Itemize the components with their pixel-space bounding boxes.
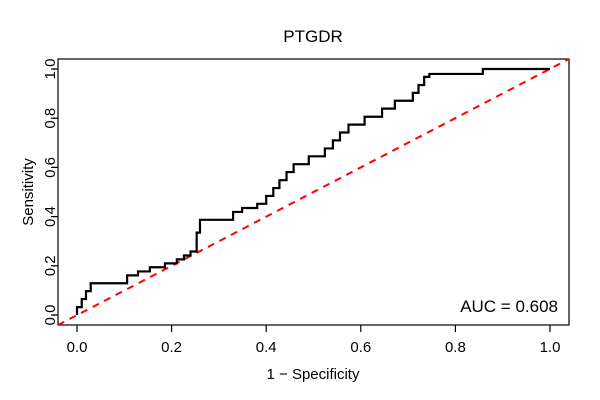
x-tick-label: 0.8 bbox=[445, 339, 466, 356]
y-tick-label: 1.0 bbox=[42, 59, 59, 80]
y-tick-label: 0.2 bbox=[42, 255, 59, 276]
plot-box bbox=[57, 58, 570, 326]
plot-title: PTGDR bbox=[283, 27, 343, 46]
x-tick-label: 0.0 bbox=[67, 339, 88, 356]
x-tick-label: 0.2 bbox=[161, 339, 182, 356]
x-tick-label: 0.4 bbox=[256, 339, 277, 356]
y-tick-label: 0.0 bbox=[42, 305, 59, 326]
x-axis-label: 1 − Specificity bbox=[267, 366, 360, 383]
y-tick-label: 0.4 bbox=[42, 206, 59, 227]
y-tick-label: 0.6 bbox=[42, 157, 59, 178]
auc-annotation: AUC = 0.608 bbox=[460, 297, 558, 316]
y-axis-ticks: 0.0 0.2 0.4 0.6 0.8 1.0 bbox=[42, 59, 59, 326]
x-axis-ticks: 0.0 0.2 0.4 0.6 0.8 1.0 bbox=[67, 325, 561, 356]
x-tick-label: 0.6 bbox=[350, 339, 371, 356]
roc-curve bbox=[75, 67, 550, 315]
chance-diagonal-line bbox=[57, 58, 570, 326]
y-tick-label: 0.8 bbox=[42, 108, 59, 129]
y-axis-label: Sensitivity bbox=[20, 158, 37, 226]
x-tick-label: 1.0 bbox=[540, 339, 561, 356]
